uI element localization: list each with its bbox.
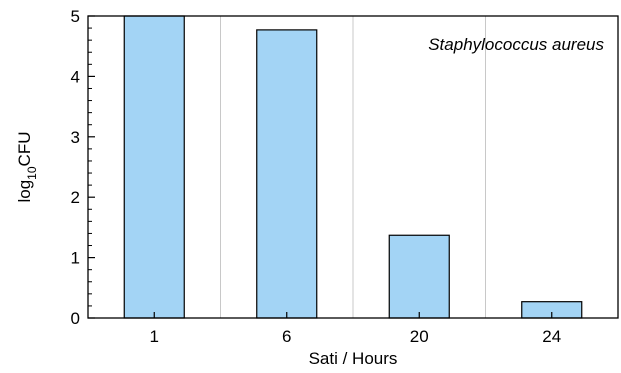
- x-tick-label: 6: [282, 327, 291, 346]
- y-axis: 0 1 2 3 4 5: [71, 7, 95, 328]
- x-tick-label: 1: [150, 327, 159, 346]
- y-tick-label: 3: [71, 128, 80, 147]
- x-axis: 1 6 20 24: [150, 312, 561, 346]
- y-tick-label: 0: [71, 309, 80, 328]
- grid-lines: [220, 16, 486, 318]
- y-axis-title: log10CFU: [15, 132, 39, 203]
- plot-frame: [87, 15, 619, 319]
- bar-1: [123, 15, 185, 319]
- bar-20: [388, 234, 450, 319]
- y-tick-label: 2: [71, 188, 80, 207]
- x-tick-label: 24: [542, 327, 561, 346]
- annotation-organism: Staphylococcus aureus: [428, 35, 604, 54]
- y-tick-label: 4: [71, 67, 80, 86]
- bars: [123, 15, 583, 319]
- bar-6: [256, 29, 318, 319]
- x-axis-title: Sati / Hours: [309, 349, 398, 368]
- y-tick-label: 5: [71, 7, 80, 26]
- x-tick-label: 20: [410, 327, 429, 346]
- y-tick-label: 1: [71, 249, 80, 268]
